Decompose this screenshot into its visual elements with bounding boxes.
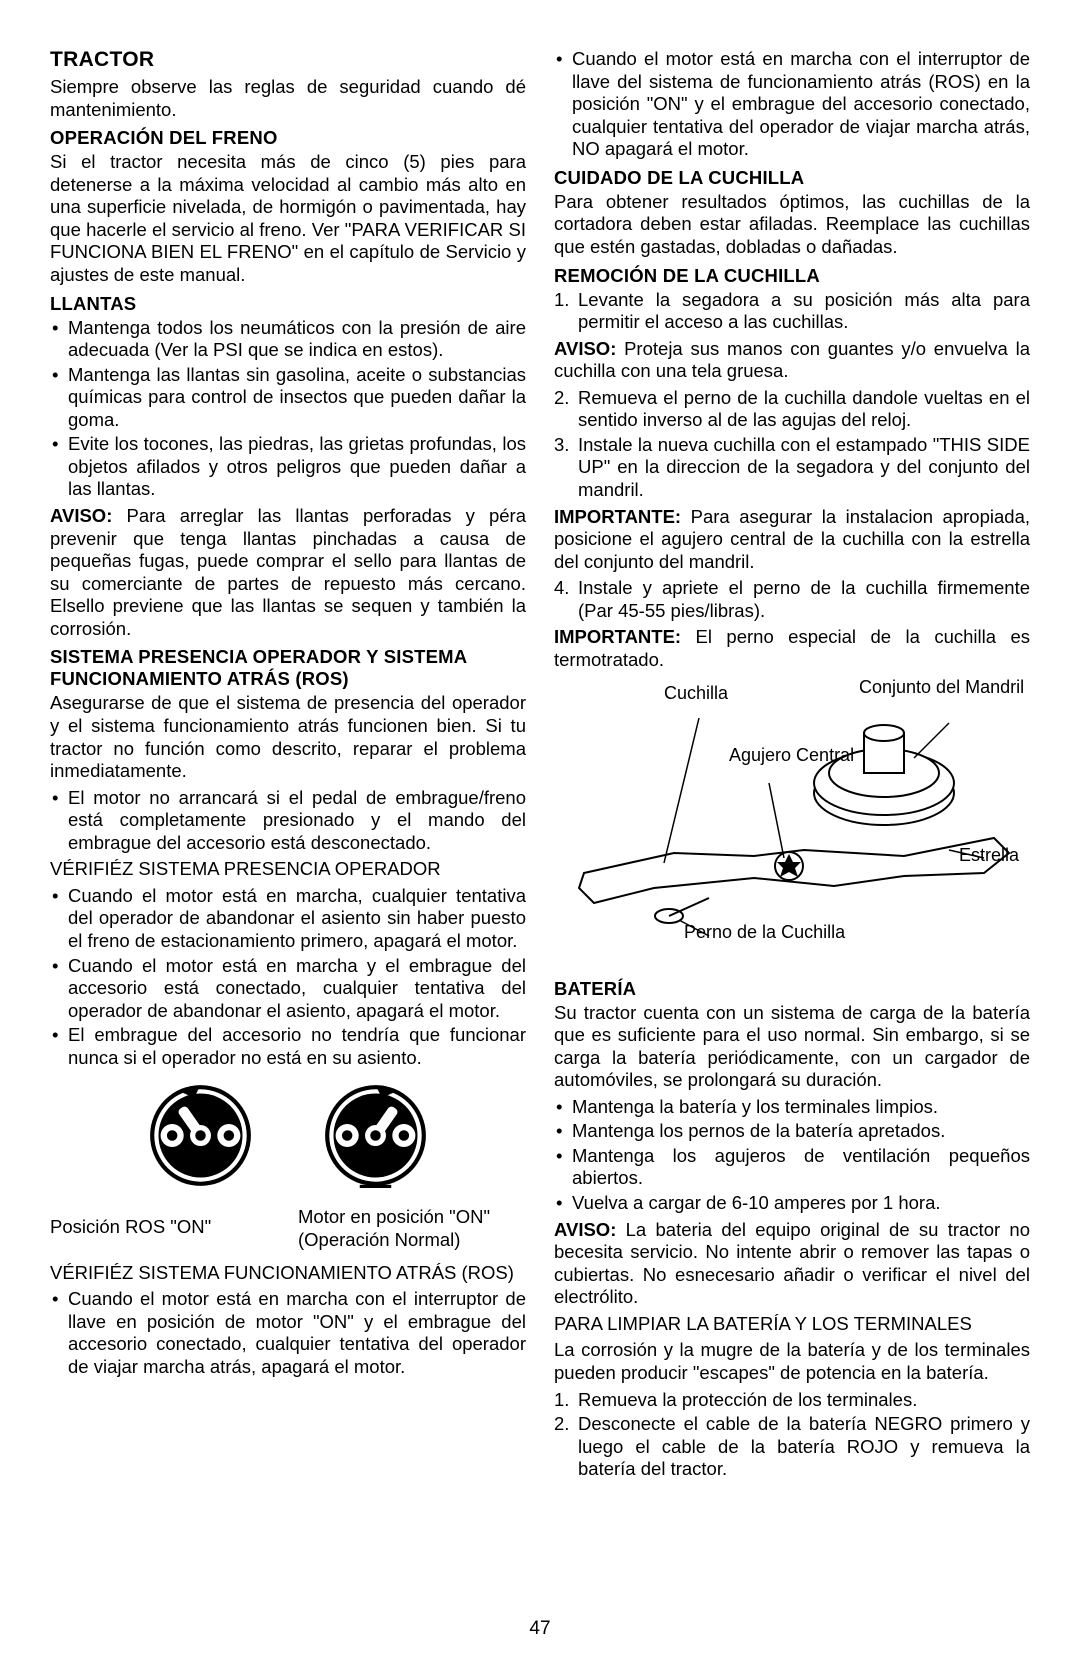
list-item: El motor no arrancará si el pedal de emb… [50, 787, 526, 855]
para-aviso: AVISO: Proteja sus manos con guantes y/o… [554, 338, 1030, 383]
list-bateria: Mantenga la batería y los terminales lim… [554, 1096, 1030, 1215]
label-agujero: Agujero Central [729, 746, 854, 766]
list-verif-op: Cuando el motor está en marcha, cualquie… [50, 885, 526, 1070]
label-aviso: AVISO: [554, 338, 616, 359]
ros-icon-row [50, 1083, 526, 1188]
heading-tractor: TRACTOR [50, 48, 526, 72]
text: Proteja sus manos con guantes y/o envuel… [554, 338, 1030, 382]
list-item: Remueva el perno de la cuchilla dandole … [554, 387, 1030, 432]
para: Para obtener resultados óptimos, las cuc… [554, 191, 1030, 259]
list-item: Mantenga la batería y los terminales lim… [554, 1096, 1030, 1119]
list-ros-cont: Cuando el motor está en marcha con el in… [554, 48, 1030, 161]
motor-on-icon [323, 1083, 428, 1188]
label-perno: Perno de la Cuchilla [684, 923, 845, 943]
heading-cuchilla: CUIDADO DE LA CUCHILLA [554, 167, 1030, 189]
heading-ros: SISTEMA PRESENCIA OPERADOR Y SISTEMA FUN… [50, 646, 526, 690]
text: Para arreglar las llantas perforadas y p… [50, 505, 526, 639]
label-cuchilla: Cuchilla [664, 684, 728, 704]
list-item: Levante la segadora a su posición más al… [554, 289, 1030, 334]
para: Si el tractor necesita más de cinco (5) … [50, 151, 526, 286]
list-item: Instale la nueva cuchilla con el estampa… [554, 434, 1030, 502]
para-importante-2: IMPORTANTE: El perno especial de la cuch… [554, 626, 1030, 671]
page-number: 47 [50, 1618, 1030, 1640]
text: La bateria del equipo original de su tra… [554, 1219, 1030, 1308]
blade-diagram: Cuchilla Conjunto del Mandril Agujero Ce… [554, 678, 1030, 968]
heading-bateria: BATERÍA [554, 978, 1030, 1000]
list-item: Cuando el motor está en marcha con el in… [554, 48, 1030, 161]
list-item: Mantenga los pernos de la batería apreta… [554, 1120, 1030, 1143]
para: Asegurarse de que el sistema de presenci… [50, 692, 526, 782]
para-aviso: AVISO: Para arreglar las llantas perfora… [50, 505, 526, 640]
subheading-verif-op: VÉRIFIÉZ SISTEMA PRESENCIA OPERADOR [50, 858, 526, 881]
list-verif-ros: Cuando el motor está en marcha con el in… [50, 1288, 526, 1378]
subheading-limpiar: PARA LIMPIAR LA BATERÍA Y LOS TERMINALES [554, 1313, 1030, 1336]
list-item: Instale y apriete el perno de la cuchill… [554, 577, 1030, 622]
list-item: El embrague del accesorio no tendría que… [50, 1024, 526, 1069]
heading-llantas: LLANTAS [50, 293, 526, 315]
label-aviso: AVISO: [50, 505, 112, 526]
list-limpiar: Remueva la protección de los terminales.… [554, 1389, 1030, 1481]
list-remocion-1: Levante la segadora a su posición más al… [554, 289, 1030, 334]
list-item: Mantenga las llantas sin gasolina, aceit… [50, 364, 526, 432]
ros-on-icon [148, 1083, 253, 1188]
para-aviso-bateria: AVISO: La bateria del equipo original de… [554, 1219, 1030, 1309]
label-importante: IMPORTANTE: [554, 506, 681, 527]
list-ros: El motor no arrancará si el pedal de emb… [50, 787, 526, 855]
label-aviso: AVISO: [554, 1219, 616, 1240]
manual-page: TRACTOR Siempre observe las reglas de se… [50, 48, 1030, 1608]
caption-motor-on: Motor en posición "ON" (Operación Normal… [298, 1206, 526, 1251]
para: Su tractor cuenta con un sistema de carg… [554, 1002, 1030, 1092]
list-item: Mantenga los agujeros de ventilación peq… [554, 1145, 1030, 1190]
list-item: Vuelva a cargar de 6-10 amperes por 1 ho… [554, 1192, 1030, 1215]
list-item: Cuando el motor está en marcha con el in… [50, 1288, 526, 1378]
para: Siempre observe las reglas de seguridad … [50, 76, 526, 121]
heading-remocion: REMOCIÓN DE LA CUCHILLA [554, 265, 1030, 287]
subheading-verif-ros: VÉRIFIÉZ SISTEMA FUNCIONAMIENTO ATRÁS (R… [50, 1262, 526, 1285]
list-item: Mantenga todos los neumáticos con la pre… [50, 317, 526, 362]
para: La corrosión y la mugre de la batería y … [554, 1339, 1030, 1384]
label-estrella: Estrella [959, 846, 1019, 866]
list-remocion-2: Remueva el perno de la cuchilla dandole … [554, 387, 1030, 502]
list-remocion-3: Instale y apriete el perno de la cuchill… [554, 577, 1030, 622]
list-item: Cuando el motor está en marcha, cualquie… [50, 885, 526, 953]
para-importante: IMPORTANTE: Para asegurar la instalacion… [554, 506, 1030, 574]
list-item: Remueva la protección de los terminales. [554, 1389, 1030, 1412]
heading-freno: OPERACIÓN DEL FRENO [50, 127, 526, 149]
label-conjunto: Conjunto del Mandril [859, 678, 1024, 698]
icon-captions: Posición ROS "ON" Motor en posición "ON"… [50, 1206, 526, 1251]
list-llantas: Mantenga todos los neumáticos con la pre… [50, 317, 526, 502]
list-item: Desconecte el cable de la batería NEGRO … [554, 1413, 1030, 1481]
caption-ros-on: Posición ROS "ON" [50, 1206, 278, 1251]
list-item: Cuando el motor está en marcha y el embr… [50, 955, 526, 1023]
label-importante: IMPORTANTE: [554, 626, 681, 647]
list-item: Evite los tocones, las piedras, las grie… [50, 433, 526, 501]
